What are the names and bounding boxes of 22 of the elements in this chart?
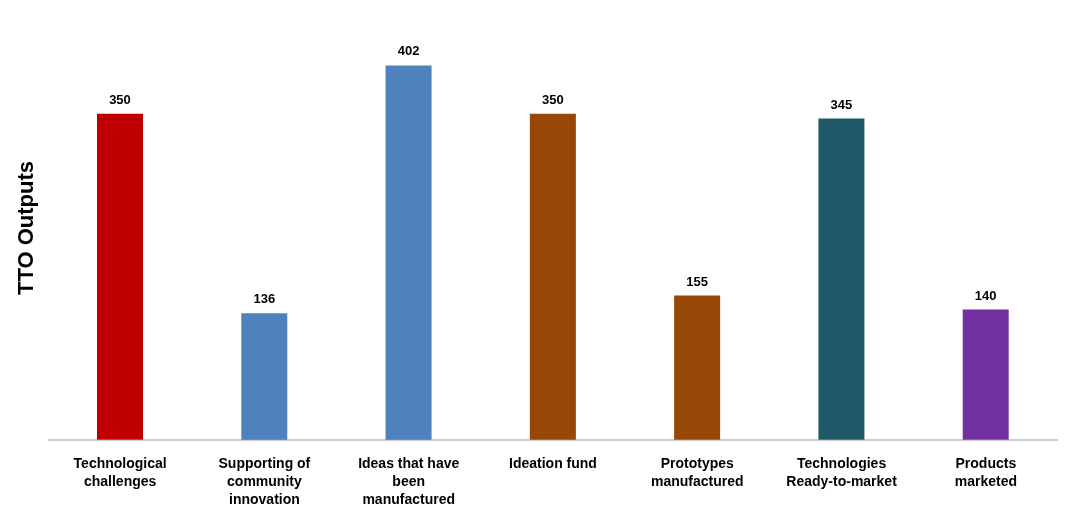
x-tick-label: Ideas that have been manufactured (358, 455, 460, 507)
bar (385, 65, 432, 440)
bar (674, 295, 721, 440)
data-label: 350 (109, 91, 131, 107)
bar (962, 309, 1009, 440)
bar (97, 113, 143, 440)
x-tick-label: Technological challenges (73, 455, 167, 489)
data-label: 350 (542, 91, 564, 107)
data-label: 345 (830, 96, 853, 112)
x-tick-label: Ideation fund (509, 455, 597, 471)
x-tick-label: Supporting of community innovation (218, 455, 311, 507)
data-label: 136 (253, 291, 276, 307)
data-label: 402 (397, 43, 420, 59)
x-tick-label: Prototypes manufactured (651, 455, 744, 489)
bar (818, 118, 865, 440)
data-label: 155 (686, 273, 708, 289)
bar (241, 313, 288, 440)
y-axis-title: TTO Outputs (12, 160, 38, 295)
x-tick-label: Technologies Ready-to-market (786, 455, 898, 489)
data-label: 140 (974, 287, 997, 303)
x-tick-label: Products marketed (954, 455, 1017, 489)
bar (529, 113, 576, 440)
